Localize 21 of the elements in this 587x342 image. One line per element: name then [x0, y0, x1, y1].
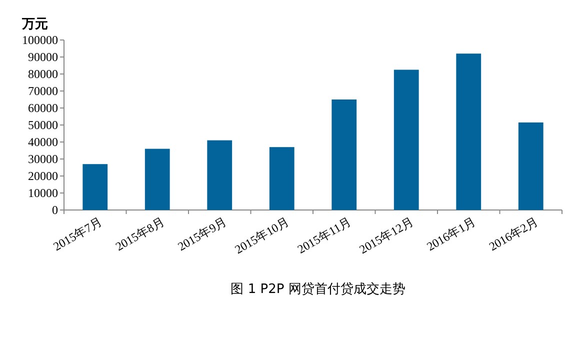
y-tick-label: 100000 [22, 33, 58, 47]
x-tick-label: 2015年7月 [50, 214, 105, 254]
y-tick-label: 70000 [28, 84, 58, 98]
y-tick-label: 0 [52, 203, 58, 217]
y-tick-label: 10000 [28, 186, 58, 200]
x-tick-label: 2016年1月 [424, 214, 478, 254]
x-tick-label: 2015年12月 [356, 214, 416, 257]
y-tick-label: 60000 [28, 101, 58, 115]
x-tick-label: 2015年9月 [175, 214, 230, 254]
y-axis-title: 万元 [21, 17, 48, 32]
text: 图 1 P2P 网贷首付贷成交走势 [230, 281, 406, 297]
y-tick-label: 40000 [28, 135, 58, 149]
y-tick-label: 90000 [28, 50, 58, 64]
x-tick-label: 2015年11月 [295, 214, 354, 256]
x-tick-label: 2015年10月 [232, 214, 292, 257]
y-tick-label: 30000 [28, 152, 58, 166]
x-tick-label: 2015年8月 [113, 214, 167, 254]
y-tick-label: 50000 [28, 118, 58, 132]
y-tick-label: 80000 [28, 67, 58, 81]
y-tick-label: 20000 [28, 169, 58, 183]
x-tick-label: 2016年2月 [486, 214, 540, 254]
